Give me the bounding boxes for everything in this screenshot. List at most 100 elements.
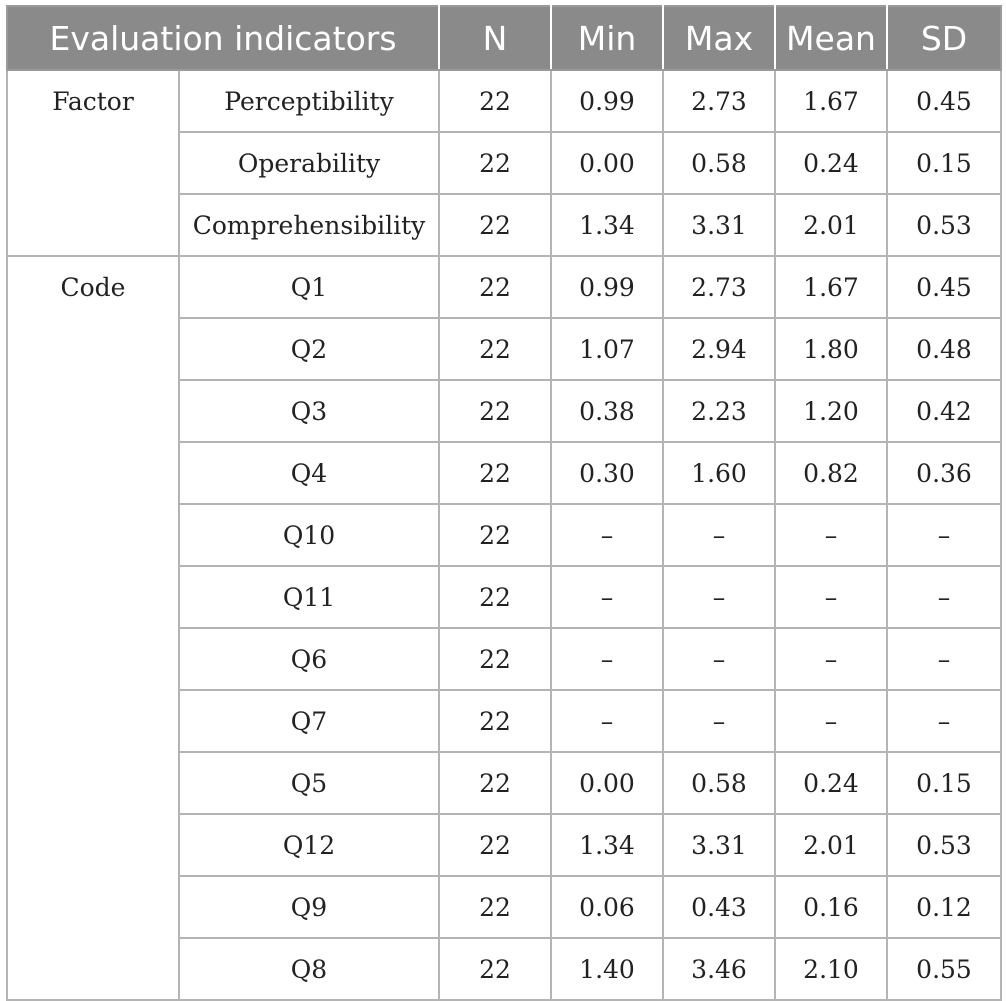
group-label: Factor: [6, 69, 180, 257]
cell-sd: 0.15: [886, 131, 1003, 195]
cell-min: 1.34: [550, 813, 665, 877]
cell-min: –: [550, 503, 665, 567]
cell-n: 22: [438, 813, 553, 877]
group-label: Code: [6, 255, 180, 1001]
table-row: Q6 22– – – –: [7, 627, 1003, 691]
header-evaluation-indicators: Evaluation indicators: [7, 6, 440, 71]
cell-sd: 0.48: [886, 317, 1003, 381]
cell-n: 22: [438, 503, 553, 567]
cell-mean: –: [774, 689, 889, 753]
cell-indicator: Q1: [177, 255, 441, 319]
cell-max: 0.58: [662, 751, 777, 815]
cell-max: 2.73: [662, 69, 777, 133]
cell-mean: 1.67: [774, 69, 889, 133]
table-row: Q7 22– – – –: [7, 689, 1003, 753]
cell-indicator: Q4: [177, 441, 441, 505]
cell-n: 22: [438, 627, 553, 691]
cell-sd: 0.15: [886, 751, 1003, 815]
table-container: Evaluation indicators N Min Max Mean SD …: [6, 5, 1003, 1001]
cell-indicator: Operability: [177, 131, 441, 195]
cell-min: 0.99: [550, 69, 665, 133]
cell-indicator: Q6: [177, 627, 441, 691]
cell-sd: 0.55: [886, 937, 1003, 1001]
cell-sd: –: [886, 503, 1003, 567]
table-row: Q2 22 1.07 2.94 1.80 0.48: [7, 317, 1003, 381]
table-row: Q3 22 0.38 2.23 1.20 0.42: [7, 379, 1003, 443]
table-row: Q10 22– – – –: [7, 503, 1003, 567]
cell-max: –: [662, 565, 777, 629]
cell-n: 22: [438, 565, 553, 629]
cell-n: 22: [438, 937, 553, 1001]
cell-sd: –: [886, 565, 1003, 629]
header-sd: SD: [886, 6, 1002, 71]
cell-min: 0.06: [550, 875, 665, 939]
header-mean: Mean: [774, 6, 888, 71]
table-row: Q11 22– – – –: [7, 565, 1003, 629]
cell-max: 0.43: [662, 875, 777, 939]
cell-indicator: Q9: [177, 875, 441, 939]
cell-n: 22: [438, 131, 553, 195]
cell-min: 0.00: [550, 751, 665, 815]
cell-indicator: Q11: [177, 565, 441, 629]
cell-n: 22: [438, 441, 553, 505]
cell-max: 1.60: [662, 441, 777, 505]
cell-indicator: Perceptibility: [177, 69, 441, 133]
cell-mean: 0.24: [774, 131, 889, 195]
cell-sd: –: [886, 689, 1003, 753]
table-row: Q5 22 0.00 0.58 0.24 0.15: [7, 751, 1003, 815]
cell-min: 1.40: [550, 937, 665, 1001]
cell-n: 22: [438, 193, 553, 257]
header-row: Evaluation indicators N Min Max Mean SD: [7, 6, 1002, 71]
cell-n: 22: [438, 875, 553, 939]
cell-sd: –: [886, 627, 1003, 691]
cell-sd: 0.53: [886, 193, 1003, 257]
cell-mean: 2.01: [774, 193, 889, 257]
table-row: Q4 22 0.30 1.60 0.82 0.36: [7, 441, 1003, 505]
header-max: Max: [662, 6, 776, 71]
cell-min: 0.99: [550, 255, 665, 319]
table-row: Comprehensibility 22 1.34 3.31 2.01 0.53: [7, 193, 1003, 257]
cell-min: –: [550, 627, 665, 691]
cell-mean: –: [774, 503, 889, 567]
cell-indicator: Q2: [177, 317, 441, 381]
cell-mean: 1.20: [774, 379, 889, 443]
cell-max: –: [662, 627, 777, 691]
cell-max: 2.23: [662, 379, 777, 443]
cell-min: 0.30: [550, 441, 665, 505]
statistics-table: Evaluation indicators N Min Max Mean SD …: [6, 5, 1003, 1001]
cell-indicator: Q8: [177, 937, 441, 1001]
cell-min: 0.00: [550, 131, 665, 195]
cell-max: 2.73: [662, 255, 777, 319]
cell-indicator: Comprehensibility: [177, 193, 441, 257]
cell-sd: 0.36: [886, 441, 1003, 505]
cell-mean: 2.10: [774, 937, 889, 1001]
cell-max: –: [662, 689, 777, 753]
header-min: Min: [550, 6, 664, 71]
cell-n: 22: [438, 69, 553, 133]
cell-sd: 0.45: [886, 69, 1003, 133]
table-row: Factor Perceptibility 22 0.99 2.73 1.67 0.45: [6, 69, 1003, 257]
table-row: Q12 22 1.34 3.31 2.01 0.53: [7, 813, 1003, 877]
table-body: Factor Perceptibility 22 0.99 2.73 1.67 0.45 Op…: [6, 69, 1003, 1001]
table-row: Q9 22 0.06 0.43 0.16 0.12: [7, 875, 1003, 939]
cell-indicator: Q5: [177, 751, 441, 815]
cell-min: –: [550, 565, 665, 629]
cell-indicator: Q10: [177, 503, 441, 567]
cell-max: 2.94: [662, 317, 777, 381]
cell-min: 1.34: [550, 193, 665, 257]
cell-mean: 1.67: [774, 255, 889, 319]
cell-indicator: Q3: [177, 379, 441, 443]
cell-mean: 2.01: [774, 813, 889, 877]
cell-max: 0.58: [662, 131, 777, 195]
table-row: Code Q1 22 0.99 2.73 1.67 0.45: [6, 255, 1003, 1001]
cell-sd: 0.45: [886, 255, 1003, 319]
cell-n: 22: [438, 317, 553, 381]
cell-sd: 0.53: [886, 813, 1003, 877]
cell-max: 3.46: [662, 937, 777, 1001]
cell-mean: 0.16: [774, 875, 889, 939]
cell-mean: 0.24: [774, 751, 889, 815]
table-row: Operability 22 0.00 0.58 0.24 0.15: [7, 131, 1003, 195]
cell-max: 3.31: [662, 193, 777, 257]
cell-n: 22: [438, 751, 553, 815]
cell-n: 22: [438, 379, 553, 443]
